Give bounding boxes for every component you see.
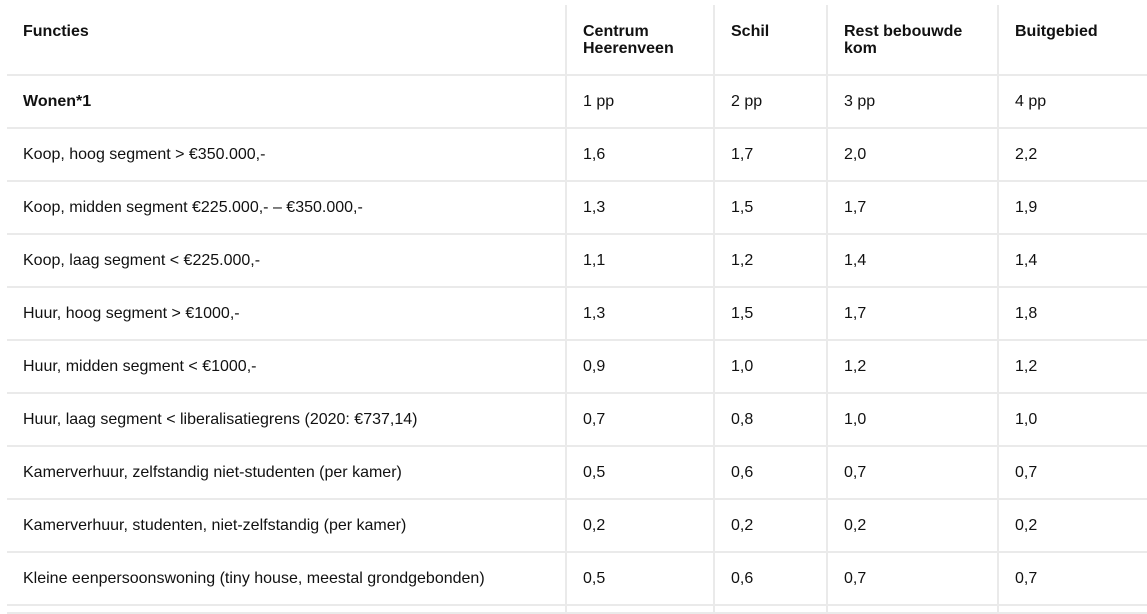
cell-schil: 1,5 — [713, 180, 828, 235]
table-row: Koop, laag segment < €225.000,- 1,1 1,2 … — [7, 233, 1147, 288]
row-label: Huur, midden segment < €1000,- — [7, 339, 567, 394]
table-row: Kamerverhuur, studenten, niet-zelfstandi… — [7, 498, 1147, 553]
table-row: Koop, hoog segment > €350.000,- 1,6 1,7 … — [7, 127, 1147, 182]
parking-norms-table: Functies Centrum Heerenveen Schil Rest b… — [7, 5, 1147, 614]
cell-schil: 0,6 — [713, 445, 828, 500]
table-row: Huur, hoog segment > €1000,- 1,3 1,5 1,7… — [7, 286, 1147, 341]
cell-buitengebied: 0,7 — [997, 445, 1147, 500]
cell-rest: 3 pp — [826, 74, 999, 129]
table-row: Kleine eenpersoonswoning (tiny house, me… — [7, 551, 1147, 606]
table-row: Kamerverhuur, zelfstandig niet-studenten… — [7, 445, 1147, 500]
table-row: Wonen*1 1 pp 2 pp 3 pp 4 pp — [7, 74, 1147, 129]
cell-buitengebied: 0,2 — [997, 498, 1147, 553]
cell-buitengebied: 1,0 — [997, 392, 1147, 447]
cell-schil: 0,2 — [713, 498, 828, 553]
row-label: Koop, hoog segment > €350.000,- — [7, 127, 567, 182]
cell-schil: 1,5 — [713, 286, 828, 341]
cell-centrum: 1 pp — [565, 74, 715, 129]
cell-centrum: 1,3 — [565, 286, 715, 341]
header-rest-bebouwde-kom: Rest bebouwde kom — [826, 5, 999, 76]
cell-rest: 1,7 — [826, 286, 999, 341]
cell-schil: 1,0 — [713, 339, 828, 394]
cell-buitengebied: 2,2 — [997, 127, 1147, 182]
empty-cell — [7, 604, 567, 614]
cell-schil: 1,7 — [713, 127, 828, 182]
empty-cell — [997, 604, 1147, 614]
cell-centrum: 1,3 — [565, 180, 715, 235]
row-label: Wonen*1 — [7, 74, 567, 129]
header-buitengebied: Buitgebied — [997, 5, 1147, 76]
cell-rest: 0,7 — [826, 551, 999, 606]
cell-schil: 1,2 — [713, 233, 828, 288]
cell-schil: 0,6 — [713, 551, 828, 606]
table-row: Koop, midden segment €225.000,- – €350.0… — [7, 180, 1147, 235]
cell-buitengebied: 0,7 — [997, 551, 1147, 606]
row-label: Kamerverhuur, studenten, niet-zelfstandi… — [7, 498, 567, 553]
table-row-partial — [7, 604, 1147, 614]
cell-centrum: 1,1 — [565, 233, 715, 288]
empty-cell — [565, 604, 715, 614]
cell-buitengebied: 1,8 — [997, 286, 1147, 341]
empty-cell — [713, 604, 828, 614]
row-label: Kleine eenpersoonswoning (tiny house, me… — [7, 551, 567, 606]
cell-centrum: 0,7 — [565, 392, 715, 447]
cell-rest: 0,7 — [826, 445, 999, 500]
row-label: Huur, laag segment < liberalisatiegrens … — [7, 392, 567, 447]
cell-centrum: 1,6 — [565, 127, 715, 182]
cell-buitengebied: 1,2 — [997, 339, 1147, 394]
cell-buitengebied: 1,4 — [997, 233, 1147, 288]
row-label: Koop, laag segment < €225.000,- — [7, 233, 567, 288]
cell-centrum: 0,5 — [565, 445, 715, 500]
empty-cell — [826, 604, 999, 614]
table-row: Huur, laag segment < liberalisatiegrens … — [7, 392, 1147, 447]
header-functies: Functies — [7, 5, 567, 76]
table-header-row: Functies Centrum Heerenveen Schil Rest b… — [7, 5, 1147, 76]
header-schil: Schil — [713, 5, 828, 76]
header-centrum: Centrum Heerenveen — [565, 5, 715, 76]
cell-rest: 1,2 — [826, 339, 999, 394]
cell-rest: 1,0 — [826, 392, 999, 447]
row-label: Kamerverhuur, zelfstandig niet-studenten… — [7, 445, 567, 500]
cell-rest: 1,4 — [826, 233, 999, 288]
cell-schil: 0,8 — [713, 392, 828, 447]
cell-rest: 1,7 — [826, 180, 999, 235]
row-label: Huur, hoog segment > €1000,- — [7, 286, 567, 341]
cell-schil: 2 pp — [713, 74, 828, 129]
cell-rest: 0,2 — [826, 498, 999, 553]
cell-centrum: 0,2 — [565, 498, 715, 553]
row-label: Koop, midden segment €225.000,- – €350.0… — [7, 180, 567, 235]
table-row: Huur, midden segment < €1000,- 0,9 1,0 1… — [7, 339, 1147, 394]
cell-centrum: 0,9 — [565, 339, 715, 394]
cell-buitengebied: 4 pp — [997, 74, 1147, 129]
cell-rest: 2,0 — [826, 127, 999, 182]
cell-centrum: 0,5 — [565, 551, 715, 606]
cell-buitengebied: 1,9 — [997, 180, 1147, 235]
